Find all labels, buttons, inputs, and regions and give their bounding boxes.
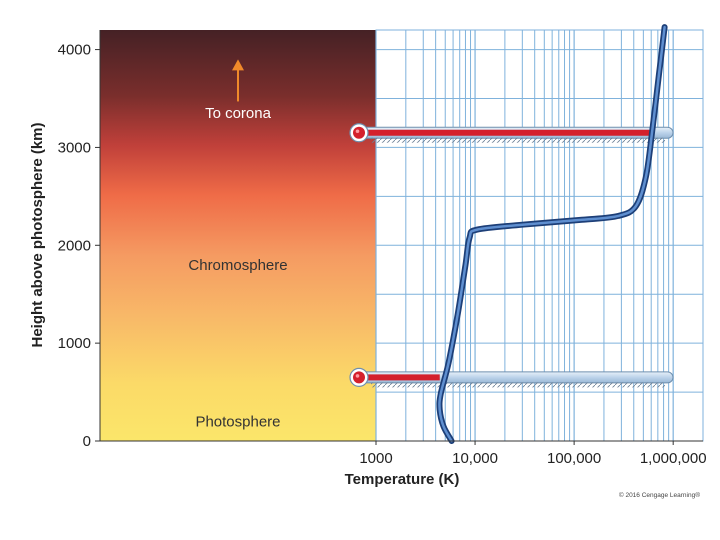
region-label-to-corona: To corona <box>205 105 272 122</box>
thermometer-bulb <box>353 371 365 384</box>
thermometer-bulb-shine <box>355 129 360 134</box>
y-tick-label: 0 <box>83 433 91 450</box>
thermometer-scale <box>371 382 665 388</box>
thermometer-mercury <box>359 129 652 136</box>
y-axis-title: Height above photosphere (km) <box>29 122 46 347</box>
corona-arrow-head-icon <box>232 59 244 71</box>
thermometer <box>349 123 674 143</box>
thermometer-scale <box>371 137 665 143</box>
region-labels: Photosphere Chromosphere To corona <box>188 59 288 430</box>
thermometer-mercury <box>359 374 440 381</box>
x-tick-label: 10,000 <box>452 450 498 467</box>
region-label-chromosphere: Chromosphere <box>188 257 287 274</box>
thermometer <box>349 367 674 388</box>
y-tick-label: 3000 <box>58 139 91 156</box>
x-tick-label: 100,000 <box>547 450 601 467</box>
temperature-curve-highlight <box>438 25 666 443</box>
x-tick-label: 1000 <box>359 450 392 467</box>
thermometer-bulb <box>353 126 365 139</box>
axes: 0 1000 2000 3000 4000 1000 10,000 100,000 1,000,… <box>58 30 707 467</box>
y-tick-label: 2000 <box>58 237 91 254</box>
y-tick-label: 1000 <box>58 335 91 352</box>
thermometer-bulb-shine <box>355 374 360 378</box>
x-tick-label: 1,000,000 <box>640 450 707 467</box>
thermometers <box>349 123 674 388</box>
copyright-notice: © 2016 Cengage Learning® <box>619 491 700 499</box>
x-axis-title: Temperature (K) <box>345 471 460 488</box>
region-label-photosphere: Photosphere <box>195 413 280 430</box>
y-tick-label: 4000 <box>58 42 91 59</box>
